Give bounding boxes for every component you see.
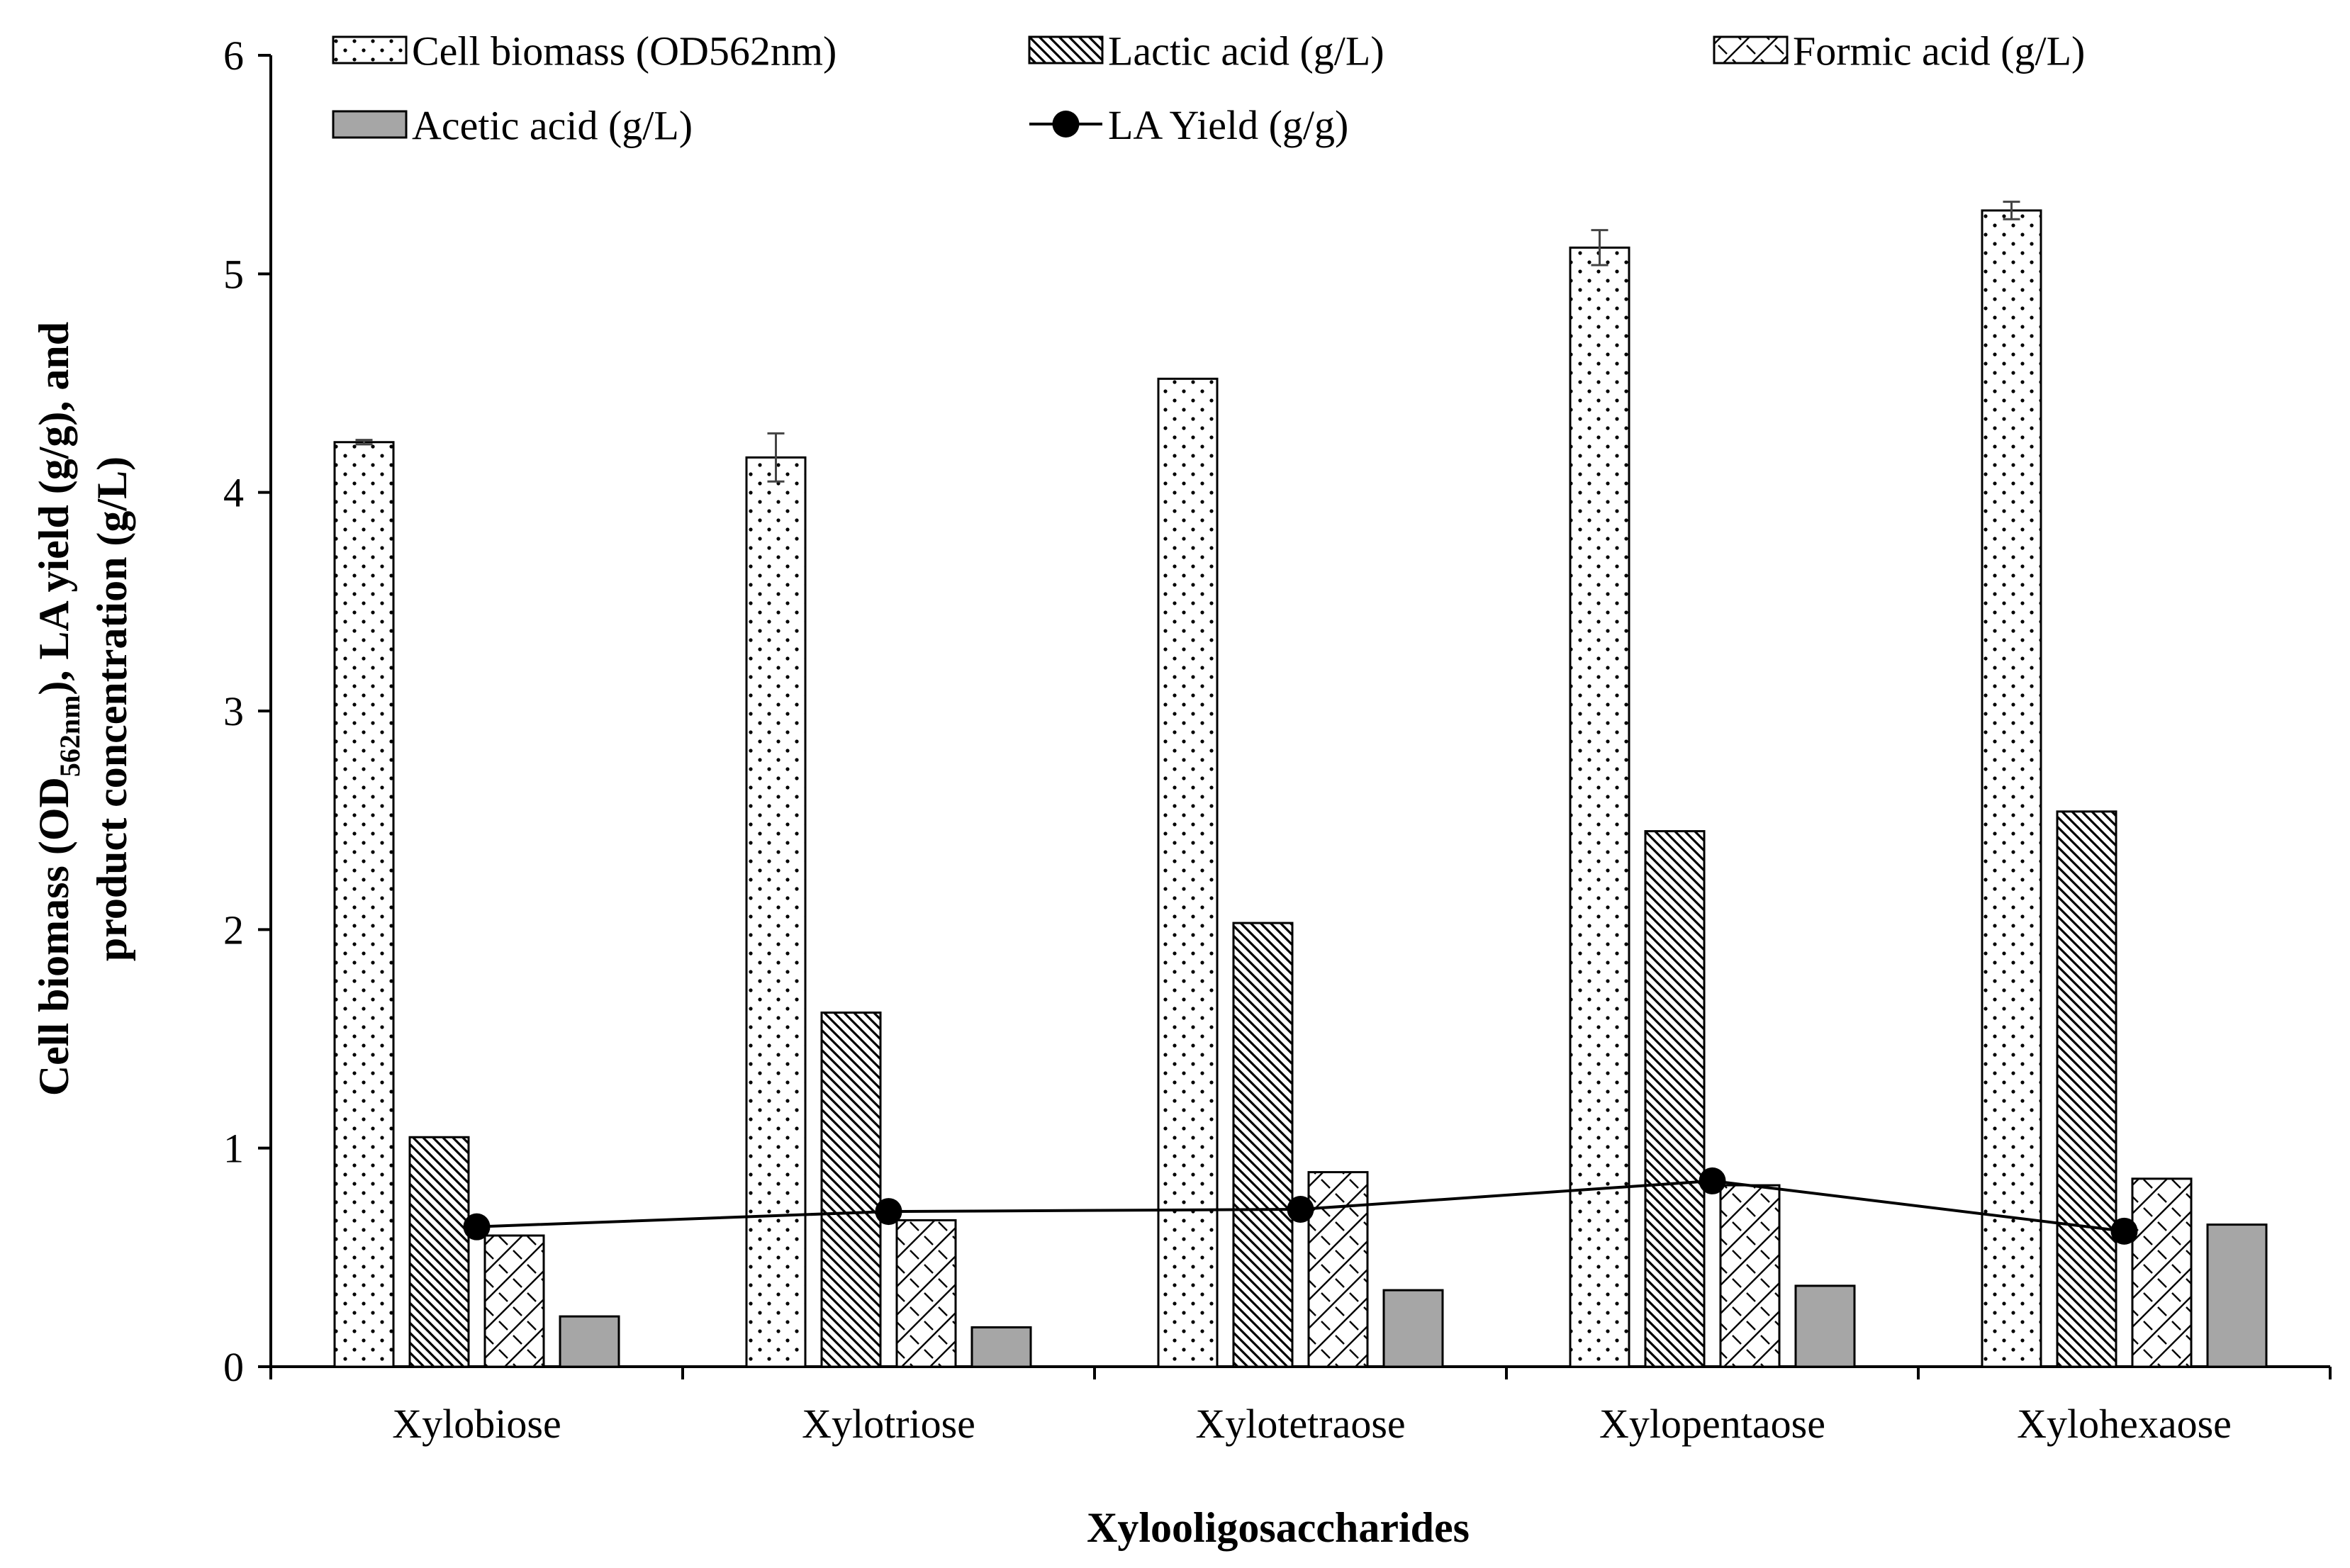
bar-weave <box>895 1219 957 1368</box>
bar-gray <box>1382 1289 1444 1368</box>
bar-dots <box>1981 209 2042 1368</box>
y-tick-label: 4 <box>223 470 244 516</box>
bar-dots <box>333 441 395 1368</box>
bar-weave <box>1307 1171 1369 1368</box>
legend-swatch-weave <box>1713 35 1789 65</box>
bar-gray <box>2206 1223 2268 1368</box>
category-label: Xylotetraose <box>1195 1401 1405 1447</box>
category-label: Xylobiose <box>392 1401 561 1447</box>
legend-label: Cell biomass (OD562nm) <box>412 28 837 74</box>
y-axis-title: Cell biomass (OD562nm), LA yield (g/g), … <box>30 322 86 1096</box>
y-tick-label: 5 <box>223 251 244 297</box>
yield-point <box>463 1213 491 1241</box>
y-tick-label: 3 <box>223 688 244 734</box>
y-tick-label: 0 <box>223 1344 244 1390</box>
axes: 0 1 2 3 4 5 6 Xylobiose Xylotriose Xylotetraose Xy… <box>223 33 2332 1447</box>
legend-marker <box>1052 111 1080 138</box>
y-tick-label: 1 <box>223 1126 244 1172</box>
bar-dots <box>1157 377 1219 1368</box>
x-axis-title: Xylooligosaccharides <box>1087 1504 1470 1551</box>
yield-line <box>463 1167 2138 1245</box>
yield-point <box>1699 1167 1726 1194</box>
legend-swatch-gray <box>332 110 408 139</box>
bar-hatch <box>2056 810 2117 1368</box>
bar-weave <box>483 1234 545 1368</box>
y-axis-title-line2: product concentration (g/L) <box>89 457 135 961</box>
bar-hatch <box>408 1136 470 1368</box>
legend-swatch-hatch <box>1028 35 1104 65</box>
y-tick-label: 2 <box>223 907 244 953</box>
y-tick-label: 6 <box>223 33 244 79</box>
legend-label: Lactic acid (g/L) <box>1108 28 1384 74</box>
bar-weave <box>2131 1177 2193 1368</box>
category-label: Xylopentaose <box>1599 1401 1825 1447</box>
category-label: Xylotriose <box>802 1401 975 1447</box>
legend-label: Acetic acid (g/L) <box>412 103 693 149</box>
yield-point <box>875 1198 902 1226</box>
bar-dots <box>1569 246 1630 1368</box>
yield-point <box>2110 1217 2138 1245</box>
bar-gray <box>1794 1284 1856 1368</box>
bar-hatch <box>820 1012 882 1368</box>
yield-point <box>1287 1196 1314 1223</box>
bars <box>333 201 2268 1368</box>
category-label: Xylohexaose <box>2017 1401 2232 1447</box>
bar-dots <box>745 456 807 1368</box>
legend-swatch-dots <box>332 35 408 65</box>
bar-hatch <box>1232 922 1294 1368</box>
bar-gray <box>970 1326 1032 1368</box>
bar-gray <box>559 1315 620 1368</box>
bar-hatch <box>1644 830 1706 1368</box>
legend-label: LA Yield (g/g) <box>1108 102 1348 148</box>
legend-label: Formic acid (g/L) <box>1793 28 2085 74</box>
legend: Cell biomass (OD562nm) Lactic acid (g/L) F… <box>332 28 2085 149</box>
bar-weave <box>1719 1184 1781 1368</box>
